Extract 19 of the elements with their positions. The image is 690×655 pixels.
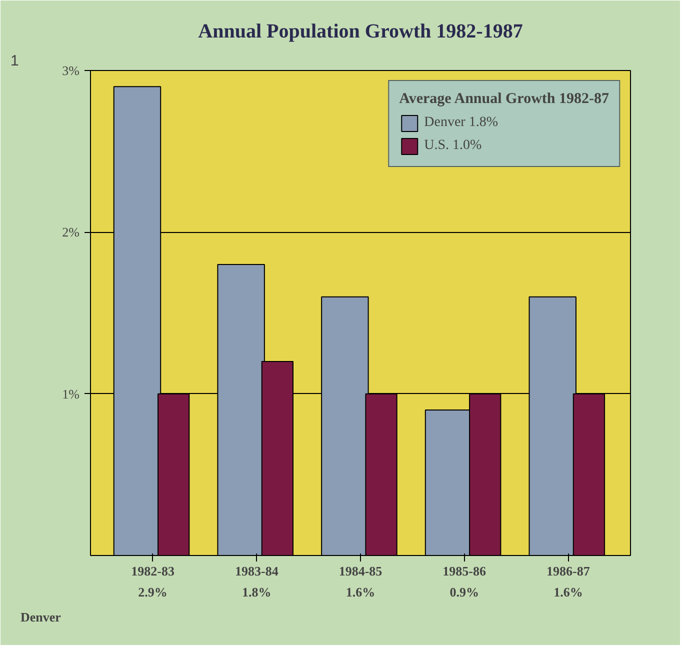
x-tick-label: 1985-86 bbox=[442, 564, 487, 578]
y-tick-label: 2% bbox=[62, 224, 80, 240]
y-tick-label: 1% bbox=[62, 386, 80, 402]
text: Denver bbox=[20, 610, 62, 624]
legend-label: U.S. 1.0% bbox=[424, 138, 482, 154]
text: 1 bbox=[10, 52, 19, 70]
x-tick-label: 1984-85 bbox=[338, 564, 383, 578]
x-tick-label: 1982-83 bbox=[131, 564, 175, 578]
legend-title: Average Annual Growth 1982-87 bbox=[399, 91, 609, 108]
x-tick-label: 1983-84 bbox=[234, 564, 279, 578]
x-tick-label: 1986-87 bbox=[546, 564, 590, 578]
data-label: 1.6% bbox=[554, 584, 583, 600]
chart-title: Annual Population Growth 1982-1987 bbox=[198, 20, 523, 42]
data-label: 1.8% bbox=[242, 584, 272, 600]
data-label: 2.9% bbox=[138, 584, 168, 600]
y-tick-label: 3% bbox=[62, 63, 80, 78]
data-label: 0.9% bbox=[450, 584, 479, 600]
data-label: 1.6% bbox=[346, 584, 376, 600]
legend-label: Denver 1.8% bbox=[424, 115, 498, 131]
